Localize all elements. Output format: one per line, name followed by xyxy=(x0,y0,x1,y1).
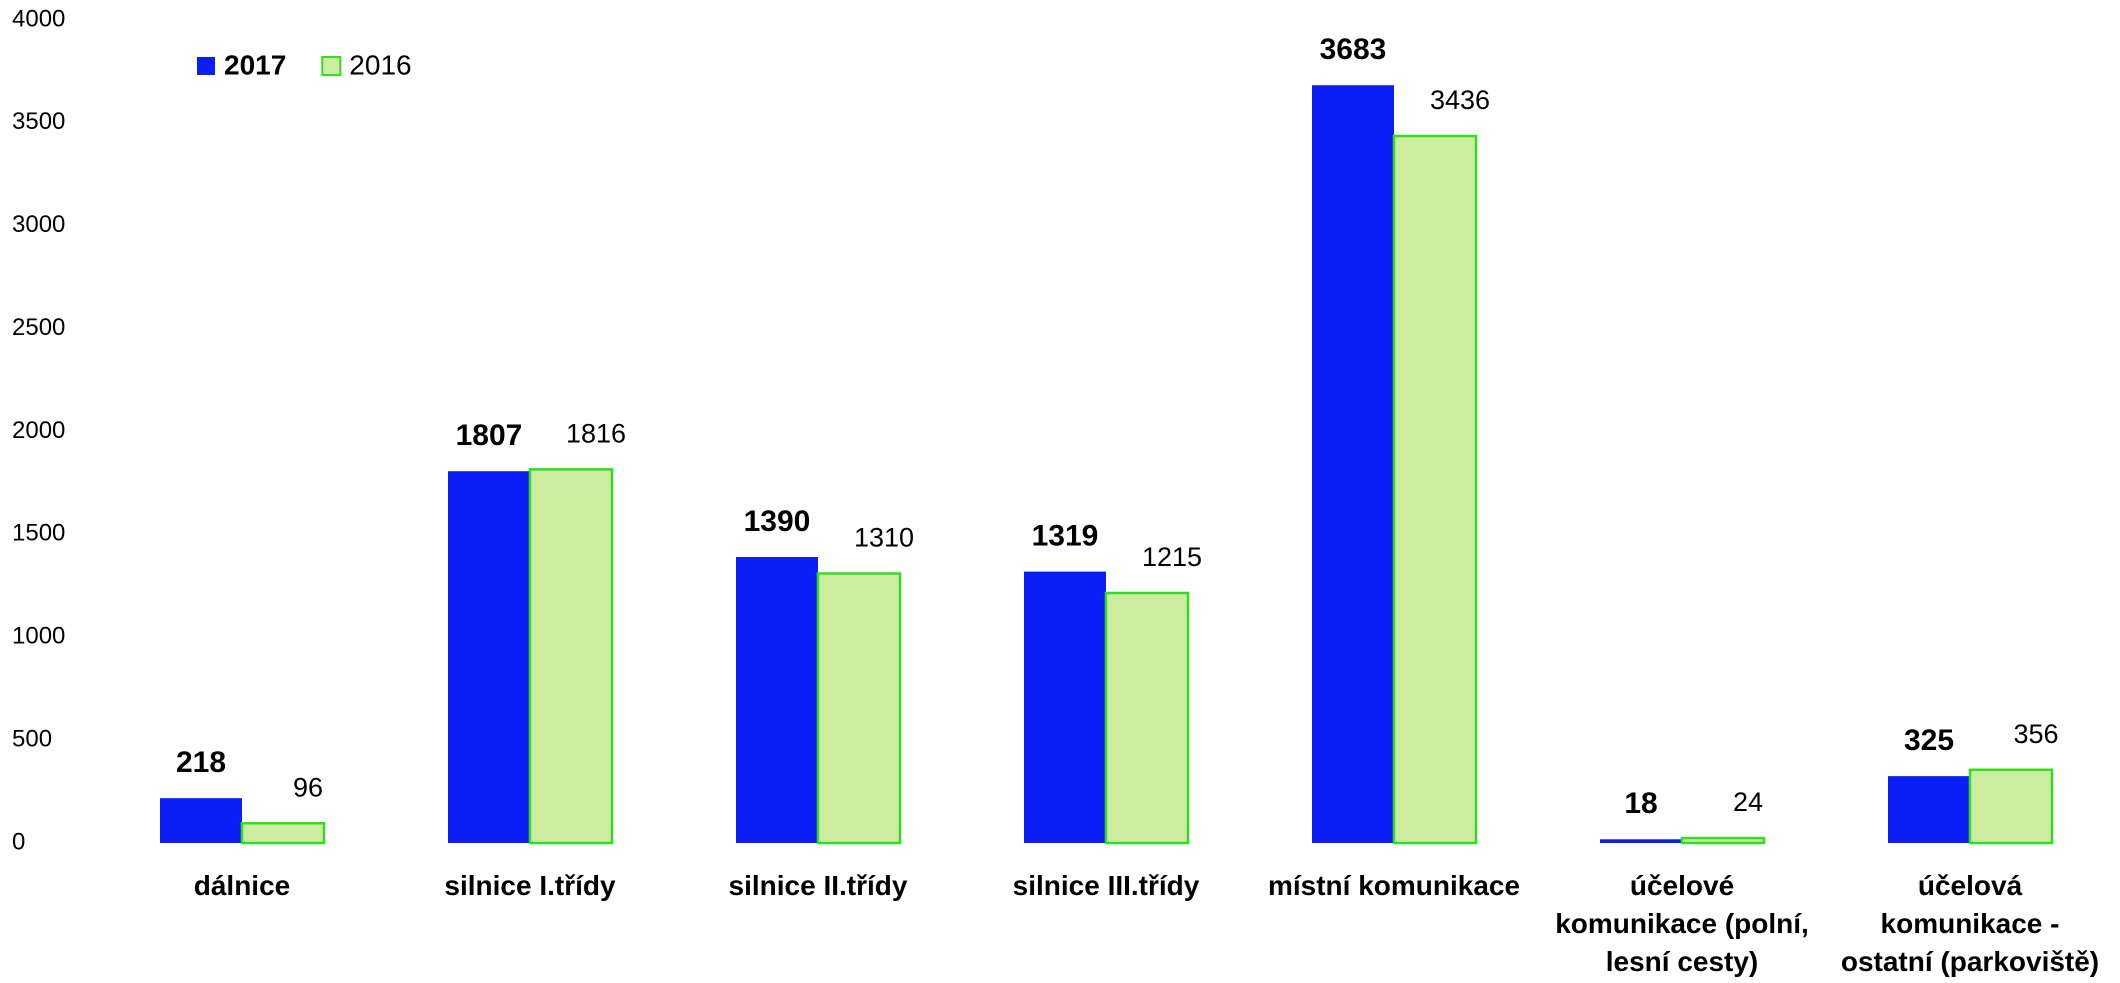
x-tick-label: silnice I.třídy xyxy=(444,870,616,901)
bar xyxy=(1680,836,1766,845)
data-label: 325 xyxy=(1904,724,1954,757)
bar xyxy=(448,471,530,843)
data-label: 1807 xyxy=(456,419,523,452)
bar xyxy=(1600,839,1682,843)
x-tick-label: účelová komunikace - ostatní (parkoviště… xyxy=(1840,870,2100,977)
data-label: 3683 xyxy=(1320,33,1387,66)
x-tick-label: silnice III.třídy xyxy=(1012,870,1200,901)
bar xyxy=(1968,768,2054,845)
legend-label: 2016 xyxy=(349,49,411,80)
data-label: 3436 xyxy=(1430,85,1490,115)
x-tick-label: účelové komunikace (polní, lesní cesty) xyxy=(1555,870,1809,977)
data-label: 1215 xyxy=(1142,542,1202,572)
data-label: 18 xyxy=(1624,787,1657,820)
data-label: 356 xyxy=(2013,719,2058,749)
bar xyxy=(1888,776,1970,843)
data-label: 1816 xyxy=(566,418,626,448)
y-tick-label: 2000 xyxy=(12,417,65,444)
data-label: 1319 xyxy=(1032,520,1099,553)
data-label: 1310 xyxy=(854,523,914,553)
bar xyxy=(240,821,326,845)
bar xyxy=(1104,591,1190,845)
x-tick-label: silnice II.třídy xyxy=(728,870,908,901)
legend-swatch xyxy=(321,56,342,76)
y-tick-label: 3500 xyxy=(12,108,65,135)
y-tick-label: 500 xyxy=(12,725,52,752)
data-label: 24 xyxy=(1733,787,1763,817)
data-label: 96 xyxy=(293,772,323,802)
bar xyxy=(1312,85,1394,843)
legend-swatch xyxy=(197,57,215,75)
bar xyxy=(160,798,242,843)
y-tick-label: 0 xyxy=(12,828,25,855)
legend-label: 2017 xyxy=(224,49,286,80)
y-tick-label: 4000 xyxy=(12,5,65,32)
bar xyxy=(528,468,614,845)
y-tick-label: 1000 xyxy=(12,623,65,650)
data-label: 1390 xyxy=(744,505,811,538)
bar xyxy=(1024,571,1106,843)
bar xyxy=(816,572,902,845)
y-tick-label: 3000 xyxy=(12,211,65,238)
y-tick-label: 1500 xyxy=(12,520,65,547)
y-tick-label: 2500 xyxy=(12,314,65,341)
bar xyxy=(1392,134,1478,845)
data-label: 218 xyxy=(176,746,226,779)
bar xyxy=(736,557,818,843)
x-tick-label: místní komunikace xyxy=(1267,870,1521,901)
x-tick-label: dálnice xyxy=(193,870,291,901)
